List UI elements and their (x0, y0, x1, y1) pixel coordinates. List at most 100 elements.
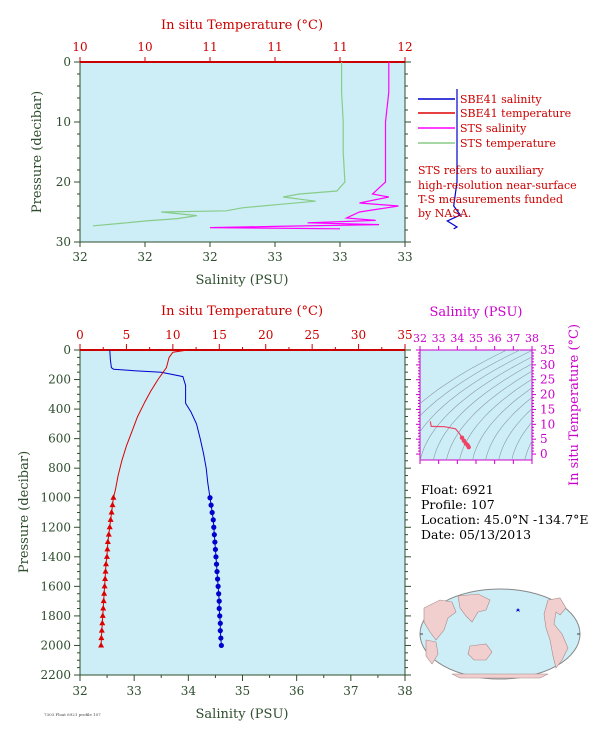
temperature-point (102, 575, 109, 581)
salinity-point (218, 642, 224, 649)
bottom-salinity-axis: 32 33 34 35 36 37 38 (72, 675, 413, 698)
salinity-point (212, 546, 219, 553)
temperature-point (103, 553, 110, 559)
x2-tick-label: 30 (351, 328, 366, 342)
isopycnal (511, 421, 532, 460)
top-salinity-axis: 32 32 32 33 33 33 (72, 242, 413, 264)
top-salinity-axis-title: Salinity (PSU) (196, 273, 289, 288)
top-pressure-axis: 0 10 20 30 (56, 55, 411, 249)
temperature-point (104, 545, 111, 552)
salinity-point (211, 532, 217, 538)
legend-label-sts-salinity: STS salinity (460, 122, 527, 135)
y-tick-label: 20 (540, 388, 555, 402)
isopycnal (472, 387, 532, 460)
temperature-point (102, 568, 109, 574)
series-line-sts-temperature (92, 62, 346, 227)
bottom-temperature-axis-title: In situ Temperature (°C) (161, 304, 323, 319)
temperature-point (101, 590, 108, 596)
temperature-point (110, 494, 117, 500)
x-tick-label: 33 (432, 332, 446, 345)
top-panel: In situ Temperature (°C) 10 10 11 11 11 12 01… (30, 18, 462, 288)
float-location-marker (516, 608, 520, 612)
y-tick-label: 1000 (40, 491, 71, 505)
temperature-point (107, 516, 114, 522)
salinity-point (217, 628, 223, 634)
x-tick-label: 34 (450, 332, 464, 345)
y-tick-label: 0 (63, 343, 71, 357)
y-tick-label: 30 (540, 358, 555, 372)
y-tick-label: 200 (48, 373, 71, 387)
top-series-group (92, 62, 462, 230)
bottom-plot-area (79, 349, 406, 676)
isopycnal (420, 356, 532, 460)
float-info: Float: 6921 Profile: 107 Location: 45.0°… (421, 482, 588, 542)
x2-tick-label: 11 (202, 40, 217, 54)
temperature-point (100, 597, 107, 604)
salinity-point (211, 524, 217, 530)
y-tick-label: 10 (540, 417, 555, 431)
location: Location: 45.0°N -134.7°E (421, 512, 588, 527)
salinity-point (217, 620, 223, 626)
temperature-point (109, 501, 116, 508)
legend-item-sts-temperature: STS temperature (418, 137, 556, 150)
map-land-americas (543, 597, 569, 669)
x-tick-label: 38 (397, 684, 412, 698)
x2-tick-label: 15 (212, 328, 227, 342)
x-tick-label: 38 (525, 332, 539, 345)
y-tick-label: 0 (63, 55, 71, 69)
salinity-point (216, 605, 222, 612)
temperature-point (99, 612, 106, 618)
temperature-point (103, 560, 109, 567)
temperature-point (100, 605, 107, 611)
y-tick-label: 10 (56, 115, 71, 129)
isopycnal (446, 370, 532, 460)
map-land-asia-east (457, 593, 491, 623)
map-land-eurasia-west (423, 599, 457, 641)
x2-tick-label: 5 (123, 328, 131, 342)
x2-tick-label: 25 (305, 328, 320, 342)
temperature-point (98, 627, 105, 633)
isopycnal-lines (420, 350, 532, 460)
top-temperature-axis-title: In situ Temperature (°C) (161, 18, 323, 33)
x-tick-label: 35 (469, 332, 483, 345)
sts-note: STS refers to auxiliary high-resolution … (418, 164, 577, 220)
bottom-pressure-axis-title: Pressure (decibar) (17, 451, 32, 573)
top-pressure-axis-title: Pressure (decibar) (30, 91, 45, 213)
salinity-point (208, 502, 214, 508)
date: Date: 05/13/2013 (421, 527, 531, 542)
x-tick-label: 32 (137, 250, 152, 264)
world-map (419, 588, 581, 680)
bottom-series-group (98, 349, 224, 649)
x-tick-label: 32 (202, 250, 217, 264)
x-tick-label: 32 (72, 250, 87, 264)
salinity-point (216, 591, 222, 597)
x2-tick-label: 10 (72, 40, 87, 54)
legend-item-sts-salinity: STS salinity (418, 122, 527, 135)
x2-tick-label: 10 (165, 328, 180, 342)
temperature-point (98, 641, 105, 648)
y-tick-label: 20 (56, 175, 71, 189)
isopycnal (524, 440, 532, 460)
temperature-point (104, 538, 111, 545)
salinity-point (218, 635, 224, 641)
x2-tick-label: 11 (332, 40, 347, 54)
y-tick-label: 2000 (40, 638, 71, 652)
isopycnal (420, 350, 532, 433)
y-tick-label: 600 (48, 432, 71, 446)
salinity-point (213, 561, 220, 567)
series-line-sbe41-temperature (100, 349, 188, 646)
top-temperature-axis: 10 10 11 11 11 12 (72, 40, 413, 62)
sts-note-line: T-S measurements funded (418, 193, 563, 206)
bottom-salinity-axis-title: Salinity (PSU) (196, 707, 289, 722)
legend-label-sbe41-temperature: SBE41 temperature (460, 107, 571, 120)
legend-label-sts-temperature: STS temperature (460, 137, 556, 150)
x-tick-label: 34 (181, 684, 197, 698)
y-tick-label: 1600 (40, 579, 71, 593)
x2-tick-label: 10 (137, 40, 152, 54)
salinity-point (216, 598, 222, 604)
map-land-africa (425, 639, 439, 665)
y-tick-label: 1800 (40, 609, 71, 623)
y-tick-label: 1200 (40, 520, 71, 534)
